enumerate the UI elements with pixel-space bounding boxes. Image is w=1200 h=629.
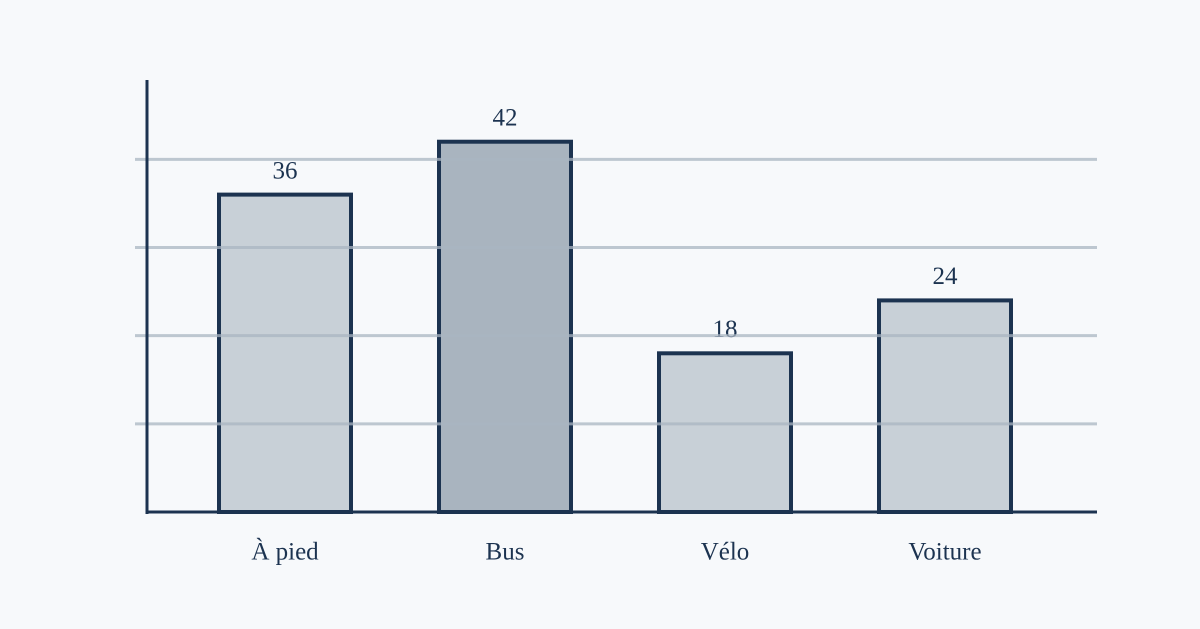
x-tick-label: Bus <box>486 539 525 566</box>
value-label: 42 <box>493 104 518 131</box>
bar <box>437 139 573 514</box>
x-tick-label: À pied <box>251 538 319 566</box>
value-label: 24 <box>933 263 959 290</box>
value-label: 36 <box>273 157 298 184</box>
x-tick-label: Voiture <box>908 539 981 566</box>
bar <box>877 298 1013 515</box>
value-label: 18 <box>713 316 738 343</box>
bar <box>657 351 793 514</box>
x-tick-label: Vélo <box>701 539 750 566</box>
bar <box>217 192 353 514</box>
